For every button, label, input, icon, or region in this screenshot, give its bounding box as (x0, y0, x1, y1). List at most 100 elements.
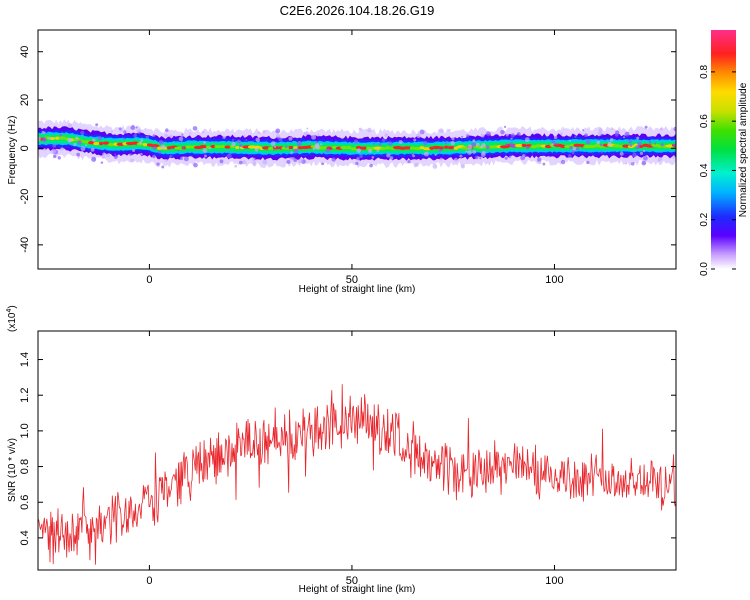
spectrogram-speck (600, 151, 603, 154)
spectrogram-speck (286, 159, 291, 164)
spectrogram-peak (540, 144, 547, 148)
spectrogram-speck (59, 133, 63, 137)
spectrogram-speck (331, 157, 336, 162)
spectrogram-speck (371, 155, 375, 159)
x-tick-label: 0 (146, 274, 152, 286)
svg-text:(x104): (x104) (6, 305, 18, 332)
spectrogram-peak (521, 143, 527, 148)
y-tick-label: 0.8 (19, 459, 31, 474)
spectrogram-speck (57, 156, 61, 160)
spectrogram-ylabel: Frequency (Hz) (7, 116, 18, 185)
spectrogram-speck (654, 142, 657, 145)
spectrogram-speck (41, 130, 45, 134)
spectrogram-speck (560, 159, 566, 165)
x-tick-label: 50 (346, 575, 358, 587)
spectrogram-speck (412, 154, 415, 158)
spectrogram-speck (236, 139, 241, 144)
spectrogram-speck (636, 136, 640, 140)
snr-scale-label: (x104) (6, 305, 18, 332)
spectrogram-speck (388, 141, 393, 146)
y-tick-label: 20 (19, 94, 31, 106)
snr-ticks: 0 50 100 0.4 0.6 0.8 1.0 1.2 1.4 (19, 331, 676, 587)
spectrogram-speck (451, 137, 455, 141)
spectrogram-speck (202, 148, 208, 153)
snr-xlabel: Height of straight line (km) (299, 584, 416, 595)
spectrogram-speck (133, 133, 137, 138)
spectrogram-speck (152, 154, 156, 159)
spectrogram-speck (38, 136, 41, 142)
spectrogram-speck (123, 130, 127, 134)
spectrogram-speck (599, 143, 603, 147)
spectrogram-speck (432, 164, 438, 169)
spectrogram-speck (42, 137, 47, 142)
spectrogram-speck (522, 154, 526, 158)
spectrogram-speck (95, 123, 99, 127)
spectrogram-speck (251, 157, 256, 162)
spectrogram-speck (241, 160, 247, 165)
spectrogram-peak (99, 141, 104, 146)
spectrogram-speck (272, 148, 275, 151)
spectrogram-speck (222, 135, 226, 139)
spectrogram-speck (569, 139, 572, 142)
spectrogram-frame (37, 29, 677, 270)
spectrogram-speck (368, 148, 373, 153)
spectrogram-speck (254, 148, 259, 152)
snr-scale-exponent: 4 (6, 309, 13, 313)
spectrogram-speck (459, 154, 463, 158)
colorbar: 0.0 0.2 0.4 0.6 0.8 Normalized spectral ampl… (699, 30, 749, 276)
spectrogram-speck (510, 133, 515, 138)
snr-scale-prefix: (x10 (7, 312, 18, 332)
spectrogram-speck (407, 160, 411, 164)
y-tick-label: 1.2 (19, 388, 31, 403)
spectrogram-peak (235, 145, 240, 150)
spectrogram-speck (129, 153, 133, 156)
y-tick-label: 0 (19, 145, 31, 151)
spectrogram-speck (179, 156, 184, 161)
spectrogram-peak (422, 147, 432, 151)
spectrogram-peak (439, 146, 444, 150)
spectrogram-peak (447, 146, 455, 150)
figure-title: C2E6.2026.104.18.26.G19 (280, 3, 435, 18)
spectrogram-ticks: 0 50 100 -40 -20 0 20 40 (19, 30, 676, 286)
spectrogram-speck (355, 161, 359, 166)
spectrogram-speck (586, 160, 590, 165)
spectrogram-speck (192, 126, 198, 131)
spectrogram-speck (193, 162, 198, 168)
spectrogram-peak (102, 141, 110, 145)
spectrogram-speck (252, 161, 257, 166)
spectrogram-peak (220, 144, 226, 149)
spectrogram-speck (321, 162, 324, 166)
spectrogram-speck (298, 158, 303, 164)
spectrogram-peak (93, 141, 100, 146)
spectrogram-speck (275, 128, 281, 134)
spectrogram-speck (289, 156, 293, 161)
spectrogram-speck (474, 155, 479, 160)
spectrogram-peak (431, 145, 442, 150)
spectrogram-speck (610, 127, 614, 131)
spectrogram-speck (209, 147, 212, 150)
spectrogram-peak (113, 142, 119, 146)
spectrogram-speck (635, 144, 640, 150)
spectrogram-peak (281, 146, 291, 150)
spectrogram-speck (262, 159, 268, 165)
snr-series-line (38, 384, 676, 565)
spectrogram-speck (262, 130, 266, 134)
spectrogram-peak (88, 141, 95, 145)
spectrogram-speck (48, 137, 51, 140)
spectrogram-speck (537, 157, 542, 163)
spectrogram-speck (157, 150, 162, 154)
x-tick-label: 100 (545, 274, 563, 286)
spectrogram-speck (624, 131, 630, 137)
y-tick-label: -40 (19, 237, 31, 253)
colorbar-tick-label: 0.4 (699, 163, 710, 177)
spectrogram-speck (158, 139, 164, 145)
spectrogram-speck (317, 147, 320, 150)
spectrogram-speck (597, 131, 603, 136)
spectrogram-speck (658, 156, 663, 161)
spectrogram-speck (296, 141, 302, 146)
spectrogram-speck (648, 140, 652, 144)
spectrogram-speck (672, 143, 676, 147)
spectrogram-speck (270, 141, 276, 146)
spectrogram-speck (381, 138, 386, 142)
spectrogram-speck (509, 155, 512, 159)
